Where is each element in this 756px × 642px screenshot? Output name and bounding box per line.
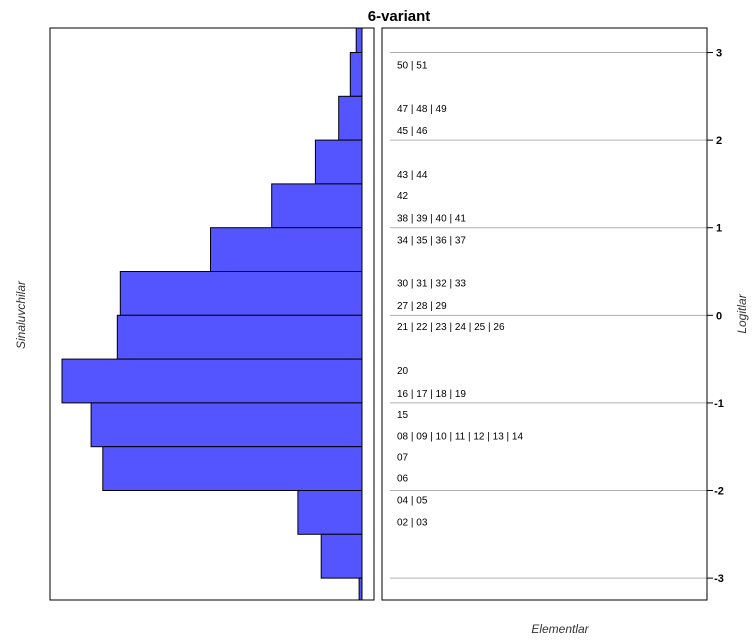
person-bar-11 (297, 490, 363, 535)
item-label: 30 | 31 | 32 | 33 (397, 278, 466, 289)
item-label: 38 | 39 | 40 | 41 (397, 214, 466, 225)
item-label: 04 | 05 (397, 496, 428, 507)
person-bar-12 (320, 533, 363, 579)
persons-panel-frame (49, 27, 375, 601)
person-histogram (61, 27, 363, 601)
person-bar-9 (90, 402, 363, 448)
y-tick-label: 0 (716, 310, 722, 322)
item-label: 15 (397, 410, 409, 421)
person-bar-0 (355, 27, 363, 53)
item-label: 45 | 46 (397, 126, 428, 137)
bottom-axis-label: Elementlar (531, 622, 589, 636)
person-bar-7 (116, 314, 363, 360)
person-bar-3 (314, 139, 363, 185)
item-label: 06 (397, 474, 409, 485)
right-axis-label: Logitlar (735, 293, 749, 333)
person-bar-1 (349, 52, 363, 97)
item-label: 27 | 28 | 29 (397, 301, 447, 312)
right-logit-axis: 3 2 1 0 -1 -2 -3 (707, 48, 724, 585)
item-label: 20 (397, 366, 409, 377)
item-label: 02 | 03 (397, 518, 428, 529)
person-bar-2 (338, 95, 363, 141)
items-panel-frame (381, 27, 708, 601)
y-tick-label: -2 (714, 486, 724, 498)
item-label: 16 | 17 | 18 | 19 (397, 389, 466, 400)
item-label: 50 | 51 (397, 60, 428, 71)
item-label: 08 | 09 | 10 | 11 | 12 | 13 | 14 (397, 432, 523, 443)
item-label: 34 | 35 | 36 | 37 (397, 236, 466, 247)
y-tick-label: 1 (716, 223, 722, 235)
y-tick-label: 2 (716, 135, 722, 147)
person-bar-5 (210, 227, 363, 272)
person-bar-6 (119, 271, 363, 316)
item-label: 42 (397, 191, 409, 202)
item-label: 21 | 22 | 23 | 24 | 25 | 26 (397, 322, 505, 333)
item-label: 07 (397, 453, 409, 464)
person-bar-4 (271, 183, 363, 229)
left-axis-label: Sinaluvchilar (14, 280, 28, 349)
item-label: 43 | 44 (397, 170, 428, 181)
chart-title: 6-variant (368, 8, 431, 25)
y-tick-label: -3 (714, 573, 724, 585)
person-bar-10 (102, 446, 363, 492)
item-map: 50 | 51 47 | 48 | 49 45 | 46 43 | 44 42 38 | … (390, 52, 707, 579)
person-bar-13 (358, 577, 363, 601)
item-label: 47 | 48 | 49 (397, 104, 447, 115)
y-tick-label: 3 (716, 48, 722, 60)
y-tick-label: -1 (714, 398, 724, 410)
person-bar-8 (61, 358, 363, 404)
